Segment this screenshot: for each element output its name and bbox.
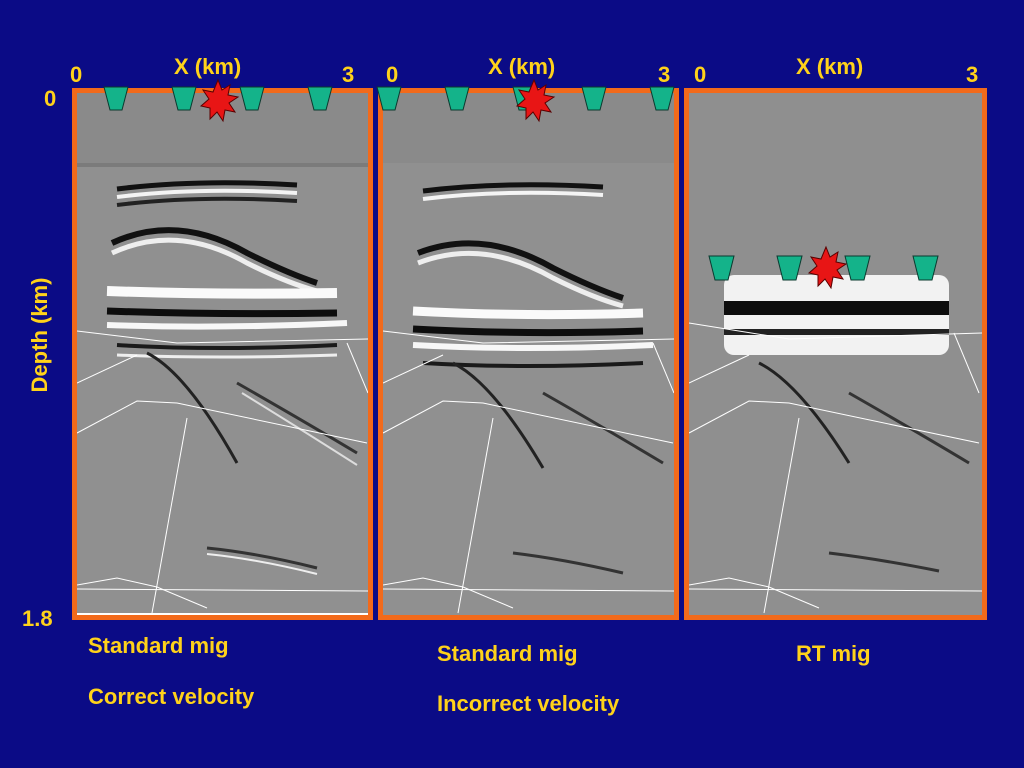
panel-rt-mig [684, 88, 987, 620]
migrated-image-3 [689, 93, 982, 615]
y-tick-max: 1.8 [22, 606, 53, 631]
migrated-image-2 [383, 93, 674, 615]
caption-panel-2-line-2: Incorrect velocity [437, 691, 620, 716]
x-tick-max-1: 3 [342, 62, 355, 87]
x-axis-title-2: X (km) [488, 54, 556, 79]
migrated-image-1 [77, 93, 368, 615]
y-tick-min: 0 [44, 86, 57, 111]
x-tick-min-1: 0 [70, 62, 83, 87]
caption-panel-2-line-1: Standard mig [437, 641, 578, 666]
x-axis-title-1: X (km) [174, 54, 242, 79]
y-axis-title: Depth (km) [27, 277, 52, 393]
x-tick-min-3: 0 [694, 62, 707, 87]
x-tick-max-3: 3 [966, 62, 979, 87]
x-axis-title-3: X (km) [796, 54, 864, 79]
caption-panel-1-line-1: Standard mig [88, 633, 229, 658]
x-tick-max-2: 3 [658, 62, 671, 87]
panel-standard-mig-incorrect-velocity [378, 88, 679, 620]
panel-standard-mig-correct-velocity [72, 88, 373, 620]
x-tick-min-2: 0 [386, 62, 399, 87]
caption-panel-1-line-2: Correct velocity [88, 684, 255, 709]
caption-panel-3-line-1: RT mig [796, 641, 871, 666]
